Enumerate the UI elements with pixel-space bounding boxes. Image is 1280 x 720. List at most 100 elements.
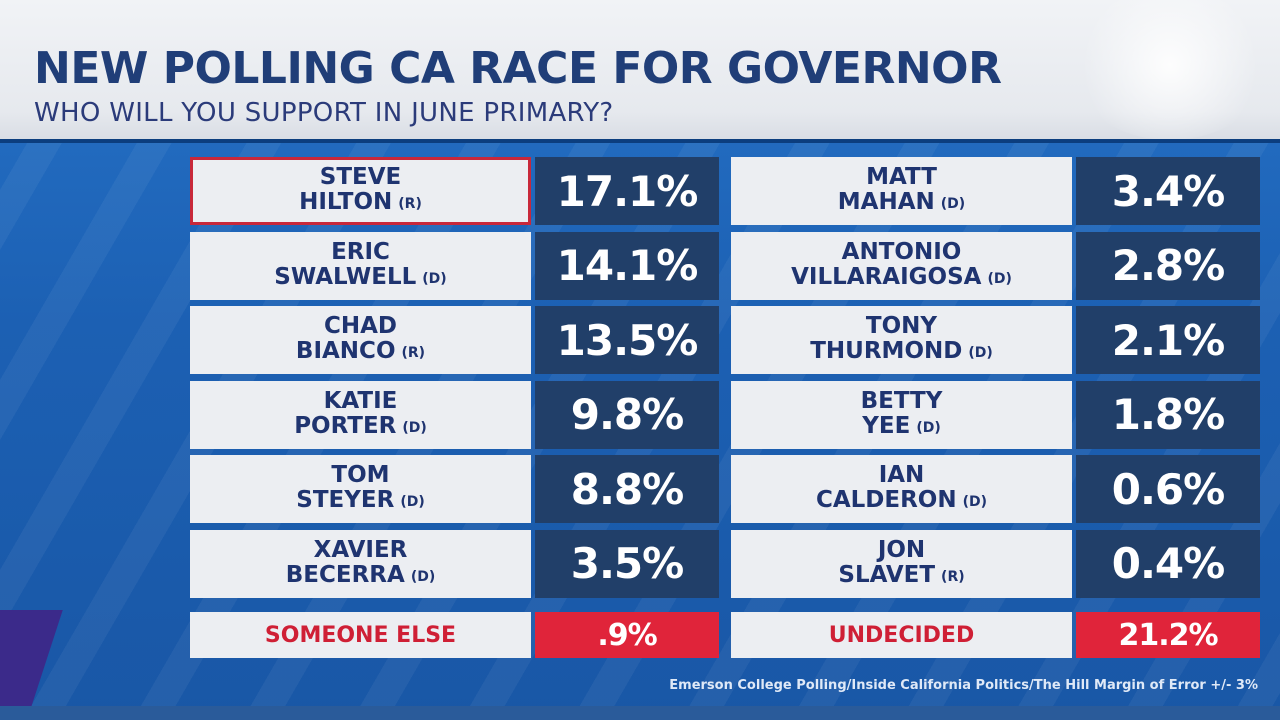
party-label: (D) (422, 270, 447, 287)
candidate-last-name: THURMOND (810, 338, 963, 364)
candidate-first-name: BETTY (860, 387, 943, 414)
candidate-last-name: YEE (862, 412, 911, 439)
candidate-last-name-line: YEE (D) (861, 412, 943, 441)
candidate-name: KATIE PORTER (D) (294, 387, 427, 441)
undecided-percent: 21.2% (1076, 612, 1260, 658)
candidate-last-name: SWALWELL (274, 263, 417, 290)
candidate-last-name: HILTON (299, 189, 393, 215)
candidate-last-name: BIANCO (295, 338, 396, 364)
candidate-last-name: PORTER (294, 412, 397, 439)
candidate-row: TOM STEYER (D) 8.8% (190, 455, 719, 523)
candidate-name-cell: TOM STEYER (D) (190, 455, 531, 523)
candidate-last-name: VILLARAIGOSA (791, 263, 982, 290)
candidate-percent: 17.1% (535, 157, 719, 225)
someone-else-column: SOMEONE ELSE .9% (190, 612, 719, 665)
candidate-name-cell: TONY THURMOND (D) (731, 306, 1072, 374)
someone-else-row: SOMEONE ELSE .9% (190, 612, 719, 658)
candidate-last-name: SLAVET (838, 561, 936, 588)
bottom-band (0, 706, 1280, 720)
candidate-last-name-line: SLAVET (R) (838, 561, 965, 590)
candidate-last-name-line: BIANCO (R) (296, 339, 425, 366)
candidate-percent: 2.8% (1076, 231, 1260, 300)
undecided-column: UNDECIDED 21.2% (731, 612, 1260, 665)
candidate-percent: 8.8% (535, 455, 719, 523)
candidate-name-cell: ERIC SWALWELL (D) (190, 231, 531, 300)
candidate-row: BETTY YEE (D) 1.8% (731, 380, 1260, 449)
candidate-first-name: JON (877, 536, 926, 563)
candidate-name: JON SLAVET (R) (838, 536, 965, 590)
candidate-last-name-line: BECERRA (D) (285, 561, 436, 590)
candidate-name: CHAD BIANCO (R) (296, 314, 425, 366)
candidate-name: IAN CALDERON (D) (816, 463, 987, 515)
candidate-first-name: TOM (331, 462, 390, 488)
party-label: (D) (410, 568, 436, 585)
candidate-name-cell: CHAD BIANCO (R) (190, 306, 531, 374)
candidate-first-name: TONY (865, 313, 938, 339)
candidate-last-name-line: VILLARAIGOSA (D) (791, 263, 1012, 292)
candidate-percent: 3.4% (1076, 157, 1260, 225)
party-label: (R) (941, 568, 965, 585)
candidate-name-cell: KATIE PORTER (D) (190, 380, 531, 449)
candidate-name: TOM STEYER (D) (296, 463, 424, 515)
party-label: (R) (401, 345, 426, 361)
candidate-row: CHAD BIANCO (R) 13.5% (190, 306, 719, 374)
candidate-last-name: BECERRA (285, 561, 405, 588)
candidate-last-name-line: HILTON (R) (299, 190, 422, 217)
candidate-last-name-line: PORTER (D) (294, 412, 427, 441)
candidate-last-name-line: SWALWELL (D) (274, 263, 447, 292)
candidate-name-cell: XAVIER BECERRA (D) (190, 529, 531, 598)
party-label: (D) (968, 345, 993, 361)
candidate-name: STEVE HILTON (R) (299, 165, 422, 217)
candidate-name: ANTONIO VILLARAIGOSA (D) (791, 238, 1012, 292)
candidate-last-name-line: THURMOND (D) (810, 339, 993, 366)
candidate-percent: 9.8% (535, 380, 719, 449)
candidate-percent: 0.6% (1076, 455, 1260, 523)
candidate-first-name: KATIE (323, 387, 398, 414)
party-label: (D) (402, 419, 427, 436)
candidate-first-name: ERIC (331, 238, 390, 265)
candidate-row: IAN CALDERON (D) 0.6% (731, 455, 1260, 523)
candidate-name: BETTY YEE (D) (860, 387, 943, 441)
candidate-name-cell: ANTONIO VILLARAIGOSA (D) (731, 231, 1072, 300)
candidate-row: JON SLAVET (R) 0.4% (731, 529, 1260, 598)
candidate-row: ANTONIO VILLARAIGOSA (D) 2.8% (731, 231, 1260, 300)
undecided-row: UNDECIDED 21.2% (731, 612, 1260, 658)
candidate-first-name: XAVIER (313, 536, 408, 563)
candidate-first-name: ANTONIO (841, 238, 962, 265)
candidate-name-cell: IAN CALDERON (D) (731, 455, 1072, 523)
party-label: (D) (916, 419, 941, 436)
candidate-name: XAVIER BECERRA (D) (285, 536, 436, 590)
candidate-row: TONY THURMOND (D) 2.1% (731, 306, 1260, 374)
source-note: Emerson College Polling/Inside Californi… (669, 678, 1258, 693)
page-subtitle: WHO WILL YOU SUPPORT IN JUNE PRIMARY? (34, 98, 614, 128)
party-label: (D) (400, 494, 425, 510)
candidate-row: STEVE HILTON (R) 17.1% (190, 157, 719, 225)
candidate-percent: 2.1% (1076, 306, 1260, 374)
candidate-name: ERIC SWALWELL (D) (274, 238, 447, 292)
header-glow (1070, 0, 1270, 140)
candidate-last-name-line: STEYER (D) (296, 488, 424, 515)
candidate-percent: 1.8% (1076, 380, 1260, 449)
candidate-percent: 14.1% (535, 231, 719, 300)
candidate-last-name: MAHAN (837, 189, 935, 215)
candidate-row: ERIC SWALWELL (D) 14.1% (190, 231, 719, 300)
candidate-name: TONY THURMOND (D) (810, 314, 993, 366)
candidate-last-name-line: MAHAN (D) (838, 190, 965, 217)
party-label: (D) (940, 196, 966, 212)
candidate-name-cell: JON SLAVET (R) (731, 529, 1072, 598)
party-label: (R) (398, 196, 422, 212)
candidate-row: KATIE PORTER (D) 9.8% (190, 380, 719, 449)
candidate-name: MATT MAHAN (D) (838, 165, 965, 217)
candidate-first-name: CHAD (323, 313, 398, 339)
candidate-row: MATT MAHAN (D) 3.4% (731, 157, 1260, 225)
header-band: NEW POLLING CA RACE FOR GOVERNOR WHO WIL… (0, 0, 1280, 143)
candidate-first-name: IAN (878, 462, 925, 488)
candidate-name-cell: BETTY YEE (D) (731, 380, 1072, 449)
candidate-percent: 0.4% (1076, 529, 1260, 598)
someone-else-label: SOMEONE ELSE (190, 612, 531, 658)
page-title: NEW POLLING CA RACE FOR GOVERNOR (34, 43, 1002, 94)
candidate-last-name: STEYER (296, 487, 395, 513)
candidate-percent: 3.5% (535, 529, 719, 598)
candidate-last-name-line: CALDERON (D) (816, 488, 987, 515)
